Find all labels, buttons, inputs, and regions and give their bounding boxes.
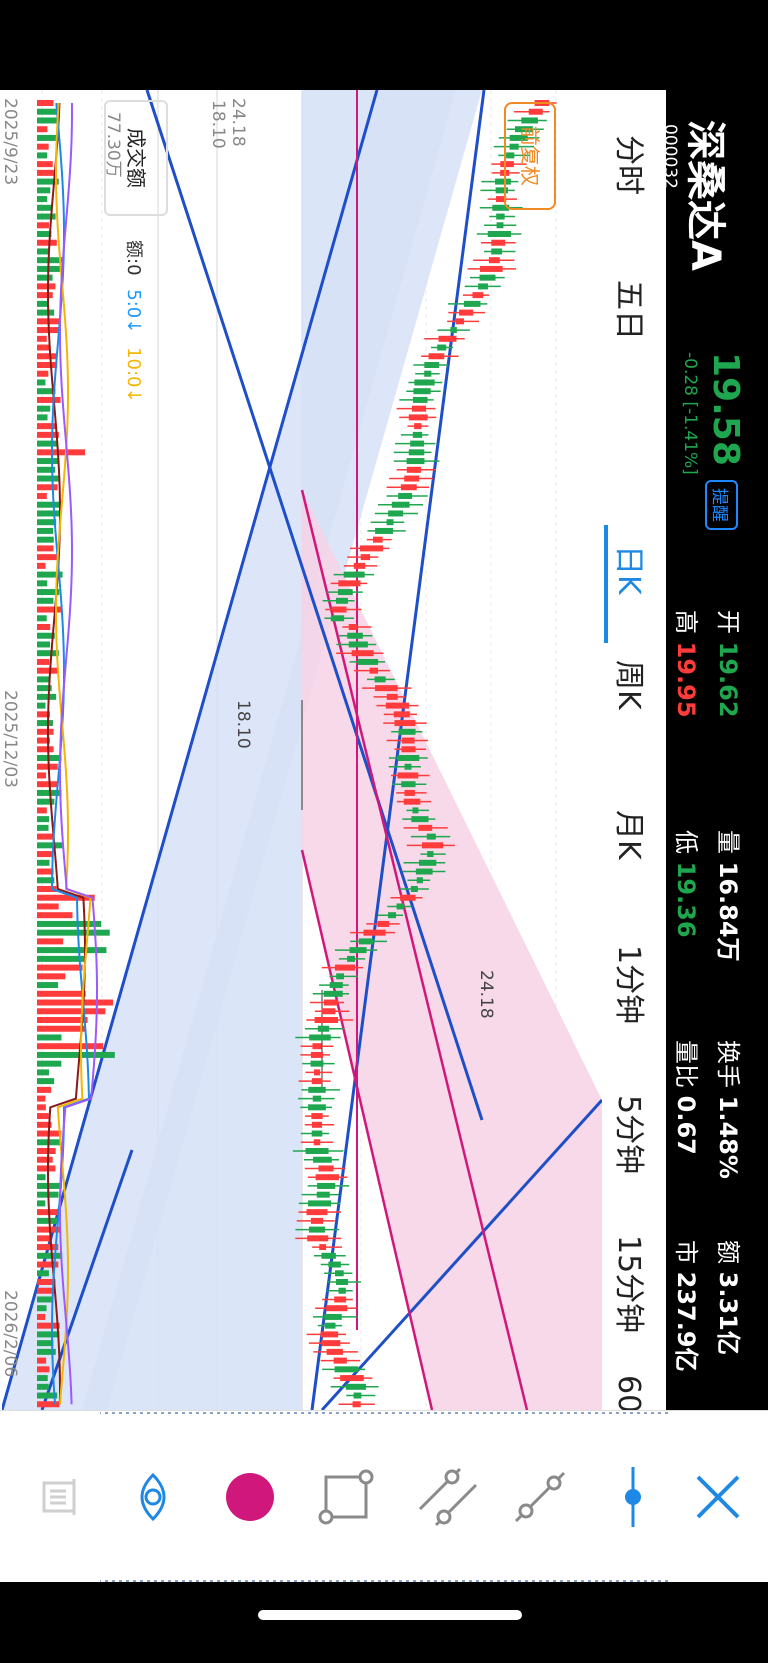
price-change: -0.28 [-1.41%] xyxy=(680,352,700,475)
tab-5min[interactable]: 5分钟 xyxy=(611,1095,646,1175)
tab-five-day[interactable]: 五日 xyxy=(611,280,646,340)
stat-volume-ratio: 量比 0.67 xyxy=(672,1040,700,1155)
candles xyxy=(292,100,557,1408)
candlestick-chart[interactable] xyxy=(2,90,602,1410)
stat-amount: 额 3.31亿 xyxy=(714,1240,742,1355)
tab-intraday[interactable]: 分时 xyxy=(611,135,646,195)
drawing-toolbar xyxy=(0,1410,768,1583)
ma-lines xyxy=(47,102,98,1405)
date-start: 2025/9/23 xyxy=(0,98,20,186)
line-segment-icon[interactable] xyxy=(514,1471,566,1523)
adjust-button[interactable]: 前复权 xyxy=(504,102,556,210)
close-icon[interactable] xyxy=(696,1475,740,1519)
stat-open: 开 19.62 xyxy=(714,610,742,718)
tab-weekly-k[interactable]: 周K xyxy=(611,660,646,710)
status-bar xyxy=(0,0,768,90)
horizontal-line-icon[interactable] xyxy=(625,1467,641,1527)
stat-market-cap: 市 237.9亿 xyxy=(672,1240,700,1372)
delete-icon[interactable] xyxy=(42,1479,76,1515)
stat-volume: 量 16.84万 xyxy=(714,830,742,962)
volume-info: 额:0 5:0↓ 10:0↓ xyxy=(123,240,144,403)
date-mid: 2025/12/03 xyxy=(0,690,20,788)
marker-low-label: 18.10 xyxy=(233,700,253,749)
tab-monthly-k[interactable]: 月K xyxy=(611,810,646,860)
turnover-button[interactable]: 成交额 xyxy=(104,100,168,216)
home-indicator-bar xyxy=(0,1582,768,1663)
stat-low: 低 19.36 xyxy=(672,830,700,938)
tab-daily-k[interactable]: 日K xyxy=(611,545,646,595)
marker-high-label: 24.18 xyxy=(476,970,496,1019)
color-dot-icon[interactable] xyxy=(226,1473,274,1521)
tab-1min[interactable]: 1分钟 xyxy=(611,945,646,1025)
stock-name: 深桑达A xyxy=(682,120,728,271)
volume-zero-label: 0 xyxy=(18,102,38,113)
quote-header: 深桑达A 000032 19.58 提醒 -0.28 [-1.41%] 开 19… xyxy=(660,90,768,1410)
stock-price: 19.58 xyxy=(705,352,746,466)
price-axis-low: 18.10 xyxy=(208,100,228,149)
tab-60min[interactable]: 60分钟 xyxy=(610,1375,654,1410)
stat-turnover: 换手 1.48% xyxy=(714,1040,742,1179)
eye-icon[interactable] xyxy=(140,1472,166,1522)
parallel-channel-icon[interactable] xyxy=(418,1467,478,1527)
period-tabs: 分时 五日 日K 周K 月K 1分钟 5分钟 15分钟 60分钟 xyxy=(601,90,666,1410)
price-axis-high: 24.18 xyxy=(228,98,248,147)
home-indicator[interactable] xyxy=(258,1610,522,1620)
rectangle-icon[interactable] xyxy=(318,1469,374,1525)
active-tab-indicator xyxy=(604,525,608,643)
chart-screen: 深桑达A 000032 19.58 提醒 -0.28 [-1.41%] 开 19… xyxy=(0,90,768,1410)
stat-high: 高 19.95 xyxy=(672,610,700,718)
alert-button[interactable]: 提醒 xyxy=(705,480,738,530)
tab-15min[interactable]: 15分钟 xyxy=(611,1235,646,1334)
date-end: 2026/2/06 xyxy=(0,1290,20,1378)
